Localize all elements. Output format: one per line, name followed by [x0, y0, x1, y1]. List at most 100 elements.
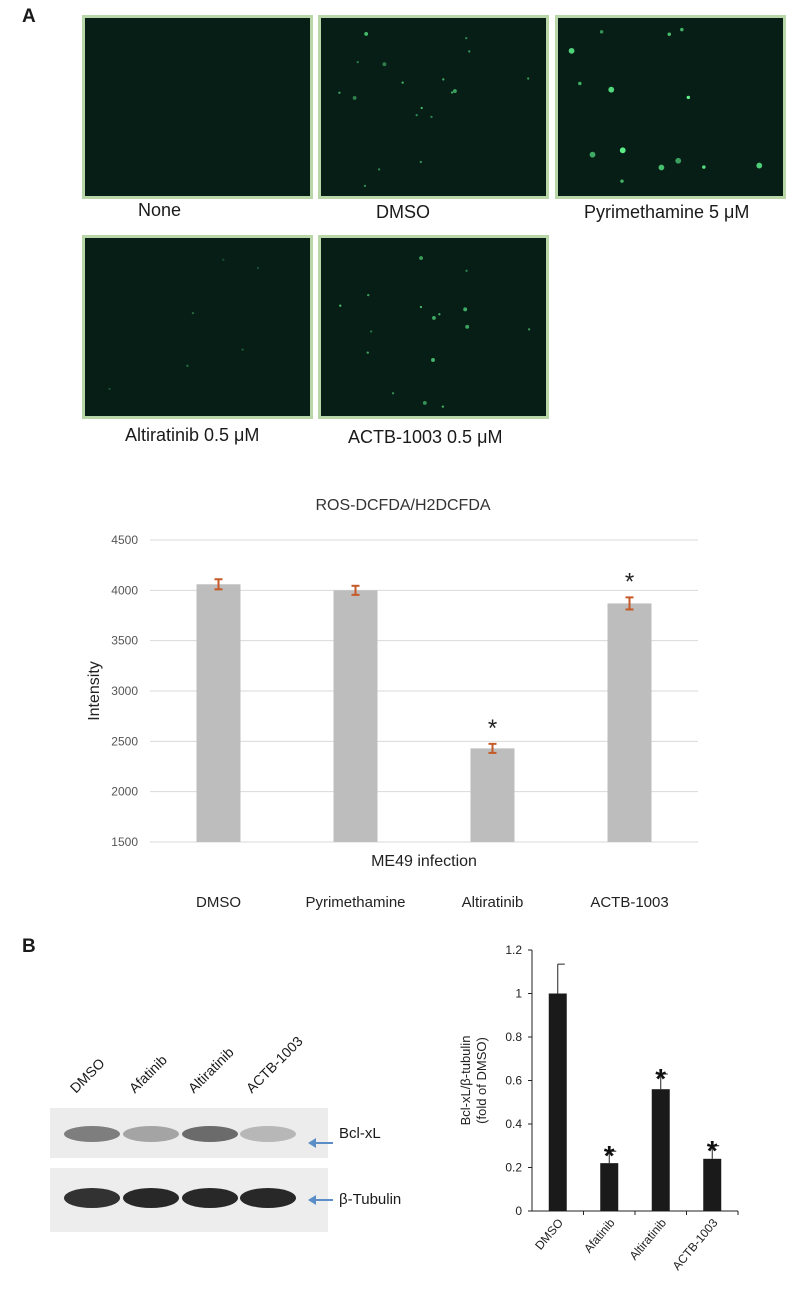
- micrograph-dmso: [318, 15, 549, 199]
- fluorescent-cell: [608, 86, 615, 93]
- fluorescent-cell: [369, 330, 373, 333]
- fluorescent-cell: [452, 89, 457, 93]
- fluorescent-cell: [186, 364, 189, 367]
- fluorescent-cell: [430, 115, 433, 119]
- fluorescent-cell: [463, 307, 468, 312]
- bar: [600, 1163, 619, 1211]
- micrograph-label-pyrimethamine: Pyrimethamine 5 μM: [584, 202, 750, 222]
- y-tick-label: 0.4: [505, 1117, 522, 1131]
- bar: [548, 993, 567, 1211]
- micrograph-pyrimethamine-spots: [558, 18, 783, 196]
- significance-marker: *: [707, 1135, 718, 1166]
- fluorescent-cell: [382, 62, 387, 67]
- x-category-label: DMSO: [532, 1216, 566, 1253]
- significance-marker: *: [488, 715, 497, 742]
- blot-band: [182, 1188, 238, 1208]
- fluorescent-cell: [419, 256, 424, 260]
- y-tick-label: 1.2: [505, 943, 522, 957]
- fluorescent-cell: [599, 30, 604, 34]
- fluorescent-cell: [441, 405, 445, 408]
- band-label-beta-tubulin: β-Tubulin: [339, 1191, 402, 1208]
- fluorescent-cell: [339, 304, 342, 307]
- fluorescent-cell: [364, 31, 369, 36]
- blot-band: [182, 1126, 238, 1142]
- fluorescent-cell: [241, 348, 244, 351]
- significance-marker: *: [625, 568, 634, 595]
- y-axis-label: Bcl-xL/β-tubulin: [458, 1036, 473, 1126]
- y-tick-label: 0.8: [505, 1030, 522, 1044]
- fluorescent-cell: [256, 266, 260, 270]
- fluorescent-cell: [422, 400, 427, 405]
- fluorescent-cell: [680, 27, 684, 32]
- blot-band: [240, 1188, 296, 1208]
- x-category-label: DMSO: [196, 894, 241, 911]
- y-tick-label: 3500: [111, 634, 138, 648]
- fluorescent-cell: [620, 179, 624, 183]
- x-category-label: Altiratinib: [627, 1216, 670, 1263]
- bcl-xl-bar-chart: 0 0.2 0.4 0.6 0.8 1 1.2 DMSO * Afatinib * Altiratin…: [458, 943, 739, 1273]
- micrograph-background: [85, 18, 310, 196]
- y-tick-label: 0.2: [505, 1161, 522, 1175]
- bar: [333, 590, 378, 842]
- significance-marker: *: [655, 1063, 666, 1094]
- x-category-label: Afatinib: [581, 1216, 618, 1256]
- y-tick-label: 4000: [111, 583, 138, 597]
- fluorescent-cell: [442, 78, 445, 81]
- x-category-label: ACTB-1003: [590, 894, 668, 911]
- x-category-label: Pyrimethamine: [305, 894, 405, 911]
- fluorescent-cell: [468, 50, 471, 53]
- y-axis-label: (fold of DMSO): [474, 1037, 489, 1124]
- fluorescent-cell: [658, 164, 665, 171]
- fluorescent-cell: [686, 95, 691, 100]
- significance-marker: *: [604, 1140, 615, 1171]
- western-blot: DMSO Afatinib Altiratinib ACTB-1003 Bcl-…: [0, 1010, 440, 1240]
- fluorescent-cell: [465, 324, 470, 329]
- fluorescent-cell: [431, 358, 435, 362]
- fluorescent-cell: [222, 258, 225, 261]
- x-category-label: Altiratinib: [462, 894, 524, 911]
- blot-band: [240, 1126, 296, 1142]
- micrograph-none-spots: [85, 18, 310, 196]
- x-category-label: ACTB-1003: [670, 1216, 721, 1273]
- blot-band: [123, 1126, 179, 1142]
- micrograph-label-actb: ACTB-1003 0.5 μM: [348, 427, 503, 447]
- micrograph-background: [558, 18, 783, 196]
- fluorescent-cell: [419, 160, 422, 164]
- fluorescent-cell: [438, 313, 441, 316]
- y-tick-label: 0: [515, 1204, 522, 1218]
- fluorescent-cell: [419, 305, 423, 309]
- fluorescent-cell: [589, 151, 596, 158]
- chart-title: ROS-DCFDA/H2DCFDA: [315, 497, 490, 514]
- micrograph-label-altiratinib: Altiratinib 0.5 μM: [125, 425, 260, 445]
- micrograph-actb-spots: [321, 238, 546, 416]
- fluorescent-cell: [675, 157, 682, 164]
- micrograph-background: [321, 18, 546, 196]
- micrograph-background: [85, 238, 310, 416]
- y-tick-label: 2000: [111, 785, 138, 799]
- fluorescent-cell: [366, 351, 369, 354]
- fluorescent-cell: [568, 47, 575, 54]
- y-tick-label: 3000: [111, 684, 138, 698]
- fluorescent-cell: [702, 165, 706, 169]
- bar: [196, 584, 241, 842]
- micrograph-label-dmso: DMSO: [376, 202, 430, 222]
- fluorescent-cell: [450, 91, 454, 94]
- fluorescent-cell: [352, 96, 357, 100]
- blot-band: [64, 1126, 120, 1142]
- fluorescent-cell: [527, 77, 530, 80]
- fluorescent-cell: [356, 60, 359, 64]
- fluorescent-cell: [391, 392, 395, 395]
- fluorescent-cell: [338, 91, 341, 94]
- micrograph-actb: [318, 235, 549, 419]
- arrow-head-bcl-xl: [308, 1138, 316, 1148]
- x-axis-label: ME49 infection: [371, 853, 477, 870]
- fluorescent-cell: [432, 315, 436, 320]
- fluorescent-cell: [367, 293, 370, 297]
- micrograph-none: [82, 15, 313, 199]
- fluorescent-cell: [420, 106, 423, 110]
- ros-bar-chart: ROS-DCFDA/H2DCFDA 1500 2000 2500 3000 3500 400…: [86, 497, 698, 911]
- panel-letter-a: A: [22, 6, 36, 27]
- panel-letter-b: B: [22, 936, 36, 957]
- fluorescent-cell: [667, 32, 671, 36]
- fluorescent-cell: [465, 269, 468, 272]
